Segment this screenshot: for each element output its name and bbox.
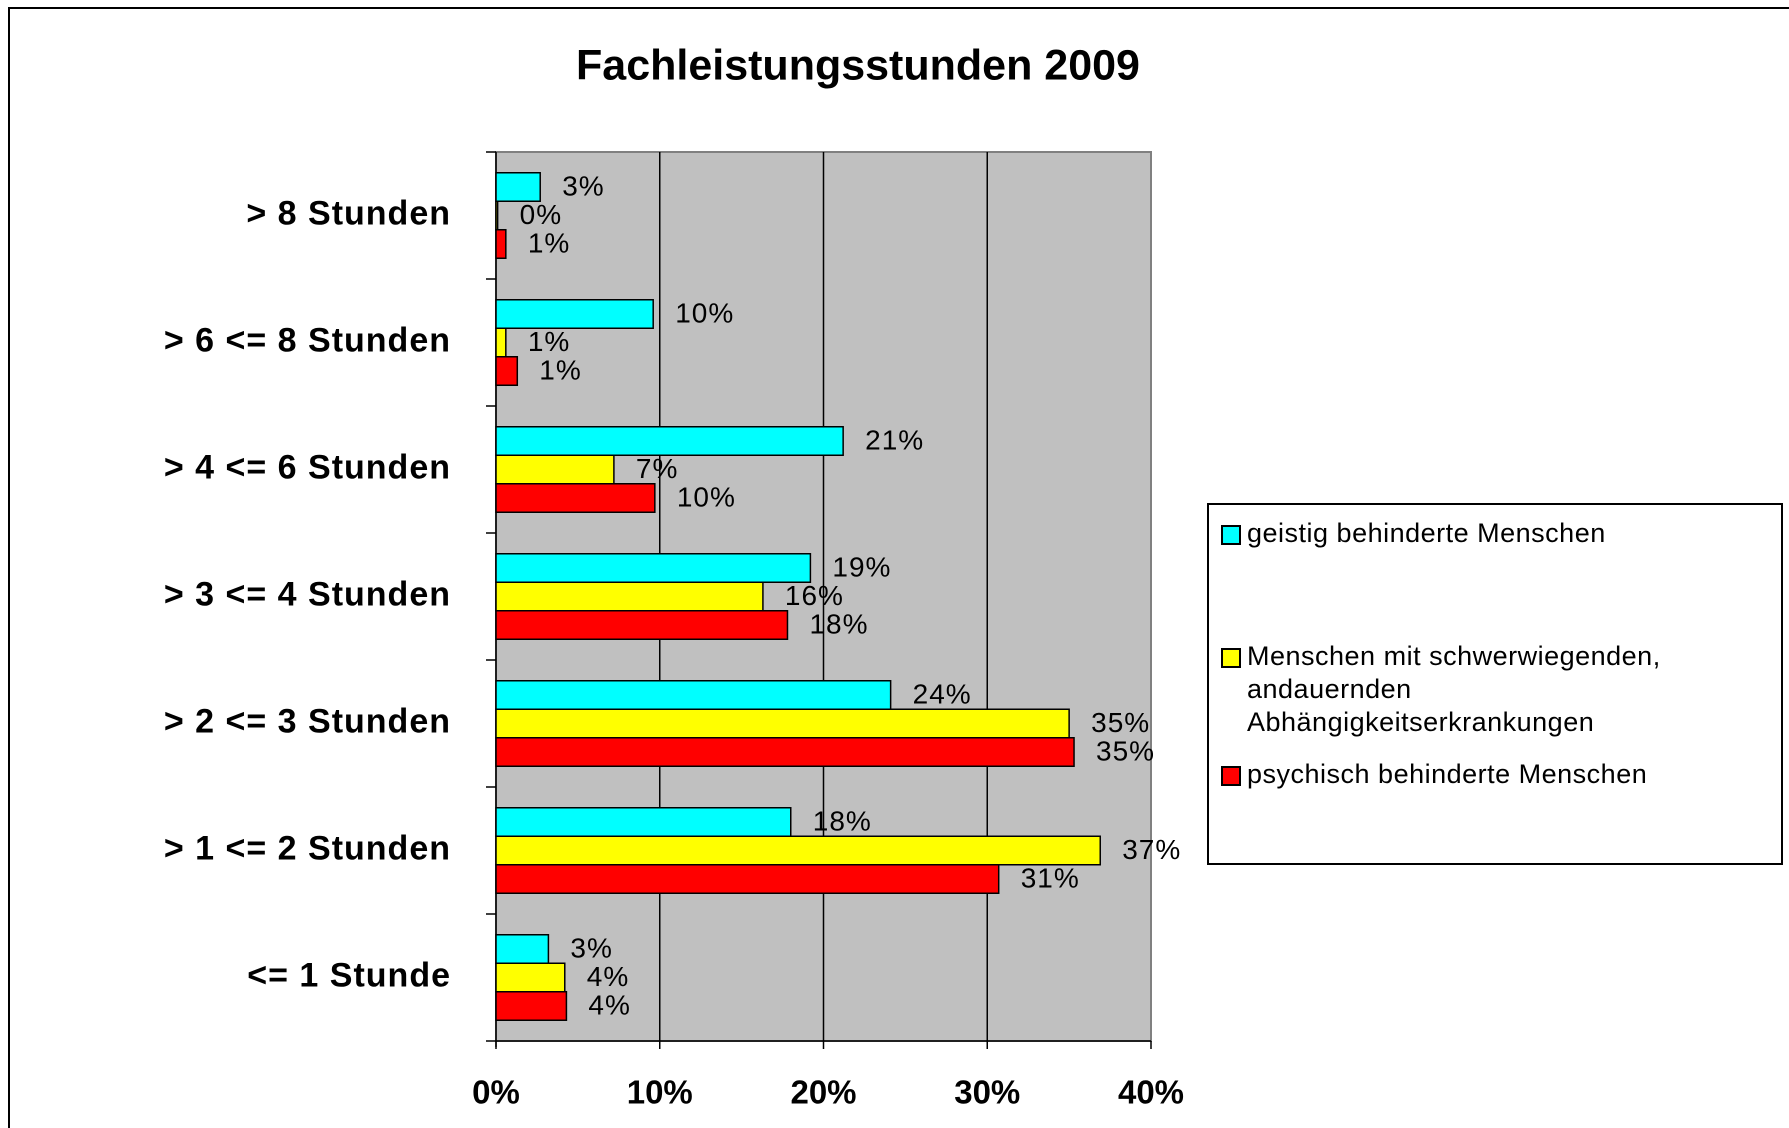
bar [495, 864, 1000, 894]
bar [495, 835, 1101, 866]
data-label: 1% [528, 227, 570, 258]
bar [495, 327, 507, 358]
data-label: 18% [809, 608, 868, 639]
legend-swatch [1221, 648, 1241, 668]
x-tick-label: 40% [1118, 1074, 1184, 1111]
legend-swatch [1221, 525, 1241, 545]
data-label: 3% [562, 170, 604, 201]
data-label: 35% [1091, 707, 1150, 738]
legend: geistig behinderte Menschen Menschen mit … [1207, 503, 1783, 865]
legend-label: psychisch behinderte Menschen [1247, 759, 1648, 789]
legend-item: Menschen mit schwerwiegenden, andauernde… [1221, 640, 1771, 739]
data-label: 10% [677, 481, 736, 512]
bar [495, 356, 519, 386]
y-tick-label: > 1 <= 2 Stunden [164, 829, 451, 867]
bar [495, 708, 1070, 739]
data-label: 37% [1122, 834, 1181, 865]
bar [495, 483, 656, 513]
y-tick-label: > 6 <= 8 Stunden [164, 321, 451, 359]
data-label: 24% [913, 678, 972, 709]
bar [495, 172, 541, 202]
legend-label: geistig behinderte Menschen [1247, 518, 1606, 548]
data-label: 3% [570, 932, 612, 963]
data-label: 10% [675, 297, 734, 328]
bar [495, 610, 789, 640]
data-label: 0% [520, 199, 562, 230]
bar [495, 680, 892, 710]
legend-item: geistig behinderte Menschen [1221, 517, 1771, 550]
data-label: 7% [636, 453, 678, 484]
data-label: 4% [588, 989, 630, 1020]
bar [495, 581, 764, 612]
legend-item: psychisch behinderte Menschen [1221, 758, 1771, 791]
data-label: 35% [1096, 735, 1155, 766]
bar [495, 299, 654, 329]
chart-title: Fachleistungsstunden 2009 [576, 41, 1140, 89]
data-label: 4% [587, 961, 629, 992]
legend-swatch [1221, 766, 1241, 786]
frame [8, 7, 1789, 1128]
x-tick-label: 30% [954, 1074, 1020, 1111]
bar [495, 426, 844, 456]
bar [495, 807, 792, 837]
y-tick-label: > 2 <= 3 Stunden [164, 702, 451, 740]
bar [495, 934, 550, 964]
bar [495, 991, 568, 1021]
data-label: 1% [528, 326, 570, 357]
bar [495, 962, 566, 993]
data-label: 21% [865, 424, 924, 455]
x-tick-label: 0% [472, 1074, 520, 1111]
bar [495, 737, 1075, 767]
bar [495, 553, 812, 583]
x-tick-label: 20% [790, 1074, 856, 1111]
y-tick-label: > 4 <= 6 Stunden [164, 448, 451, 486]
data-label: 31% [1021, 862, 1080, 893]
data-label: 19% [832, 551, 891, 582]
bar [495, 229, 507, 259]
legend-label: Menschen mit schwerwiegenden, andauernde… [1247, 641, 1661, 737]
data-label: 18% [813, 805, 872, 836]
bar [495, 200, 499, 231]
bar [495, 454, 615, 485]
y-tick-label: <= 1 Stunde [247, 956, 451, 994]
y-tick-label: > 8 Stunden [246, 194, 451, 232]
data-label: 16% [785, 580, 844, 611]
data-label: 1% [539, 354, 581, 385]
y-tick-label: > 3 <= 4 Stunden [164, 575, 451, 613]
x-tick-label: 10% [627, 1074, 693, 1111]
